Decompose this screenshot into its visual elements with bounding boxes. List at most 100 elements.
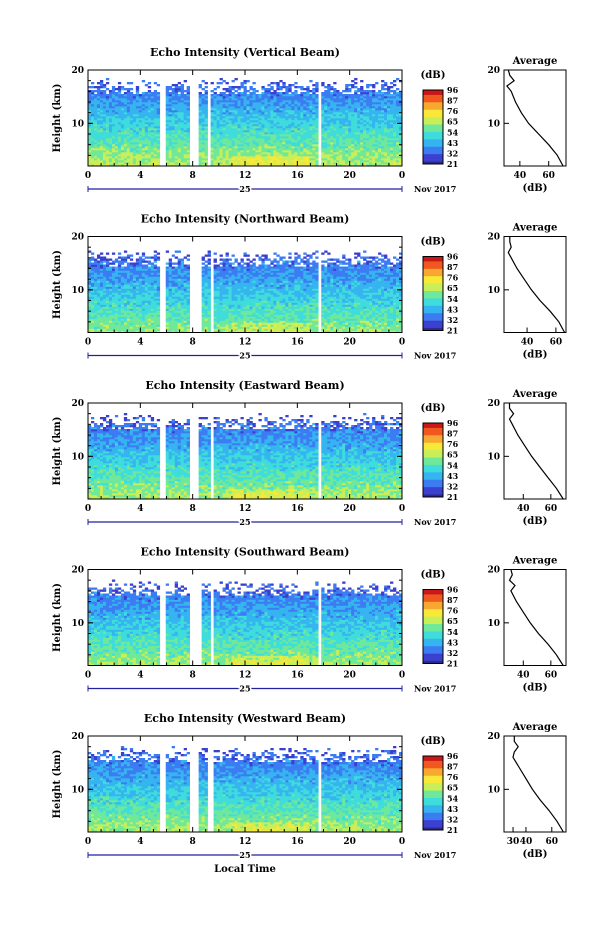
heatmap-cell <box>321 138 325 141</box>
heatmap-cell <box>384 164 388 167</box>
heatmap-cell <box>129 164 134 167</box>
heatmap-cell <box>351 134 355 137</box>
heatmap-cell <box>345 140 349 143</box>
heatmap-cell <box>342 100 346 103</box>
heatmap-cell <box>168 136 173 139</box>
heatmap-cell <box>153 156 158 159</box>
heatmap-cell <box>90 116 95 119</box>
heatmap-cell <box>141 110 146 113</box>
heatmap-cell <box>306 88 310 91</box>
heatmap-cell <box>312 108 316 111</box>
heatmap-cell <box>168 98 173 101</box>
heatmap-cell <box>210 164 214 167</box>
heatmap-cell <box>330 164 334 167</box>
heatmap-cell <box>261 132 265 135</box>
heatmap-cell <box>396 150 400 153</box>
heatmap-cell <box>88 326 92 329</box>
heatmap-cell <box>333 154 337 157</box>
heatmap-cell <box>237 128 241 131</box>
heatmap-cell <box>183 128 187 131</box>
heatmap-cell <box>384 120 388 123</box>
heatmap-cell <box>252 144 256 147</box>
heatmap-cell <box>141 290 146 293</box>
heatmap-cell <box>108 158 113 161</box>
heatmap-cell <box>378 156 382 159</box>
heatmap-cell <box>243 136 247 139</box>
heatmap-cell <box>327 120 331 123</box>
heatmap-cell <box>96 310 101 313</box>
heatmap-cell <box>102 118 107 121</box>
heatmap-cell <box>174 90 179 93</box>
heatmap-cell <box>132 98 137 101</box>
heatmap-cell <box>180 156 184 159</box>
heatmap-cell <box>357 110 361 113</box>
heatmap-cell <box>96 306 101 309</box>
heatmap-cell <box>375 94 379 97</box>
heatmap-cell <box>141 252 146 255</box>
heatmap-cell <box>231 108 235 111</box>
heatmap-cell <box>357 98 361 101</box>
heatmap-cell <box>225 116 229 119</box>
heatmap-cell <box>258 96 262 99</box>
heatmap-cell <box>156 96 161 99</box>
heatmap-cell <box>156 306 161 309</box>
heatmap-cell <box>90 100 95 103</box>
heatmap-cell <box>246 98 250 101</box>
heatmap-cell <box>303 120 307 123</box>
heatmap-cell <box>168 278 173 281</box>
heatmap-cell <box>129 138 134 141</box>
heatmap-cell <box>99 148 104 151</box>
heatmap-cell <box>88 164 92 167</box>
heatmap-cell <box>324 160 328 163</box>
heatmap-cell <box>327 128 331 131</box>
heatmap-cell <box>369 156 373 159</box>
heatmap-cell <box>291 152 295 155</box>
heatmap-cell <box>324 100 328 103</box>
heatmap-cell <box>291 148 295 151</box>
heatmap-cell <box>96 164 101 167</box>
heatmap-cell <box>243 114 247 117</box>
heatmap-cell <box>387 124 391 127</box>
heatmap-cell <box>123 112 128 115</box>
heatmap-cell <box>126 100 131 103</box>
heatmap-cell <box>228 112 232 115</box>
heatmap-cell <box>174 274 179 277</box>
heatmap-cell <box>153 300 158 303</box>
heatmap-cell <box>105 128 110 131</box>
heatmap-cell <box>336 104 340 107</box>
heatmap <box>88 78 403 167</box>
heatmap-cell <box>237 126 241 129</box>
heatmap-cell <box>345 106 349 109</box>
heatmap-cell <box>174 330 179 333</box>
heatmap-cell <box>288 100 292 103</box>
heatmap-cell <box>219 94 223 97</box>
heatmap-cell <box>399 124 403 127</box>
heatmap-cell <box>285 144 289 147</box>
heatmap-cell <box>93 90 98 93</box>
heatmap-cell <box>99 98 104 101</box>
heatmap-cell <box>132 144 137 147</box>
heatmap-cell <box>150 140 155 143</box>
heatmap-cell <box>120 322 125 325</box>
heatmap-cell <box>102 304 107 307</box>
heatmap-cell <box>282 156 286 159</box>
heatmap-cell <box>348 84 352 87</box>
heatmap-cell <box>168 100 173 103</box>
heatmap-cell <box>333 98 337 101</box>
heatmap-cell <box>102 324 107 327</box>
heatmap-cell <box>390 132 394 135</box>
heatmap-cell <box>126 160 131 163</box>
heatmap-cell <box>312 162 316 165</box>
heatmap-cell <box>126 162 131 165</box>
heatmap-cell <box>399 108 403 111</box>
heatmap-cell <box>144 304 149 307</box>
heatmap-cell <box>252 132 256 135</box>
heatmap-cell <box>177 108 181 111</box>
heatmap-cell <box>150 106 155 109</box>
heatmap-cell <box>99 154 104 157</box>
heatmap-cell <box>153 284 158 287</box>
heatmap-cell <box>105 290 110 293</box>
heatmap-cell <box>381 88 385 91</box>
heatmap-cell <box>93 106 98 109</box>
heatmap-cell <box>135 266 140 269</box>
